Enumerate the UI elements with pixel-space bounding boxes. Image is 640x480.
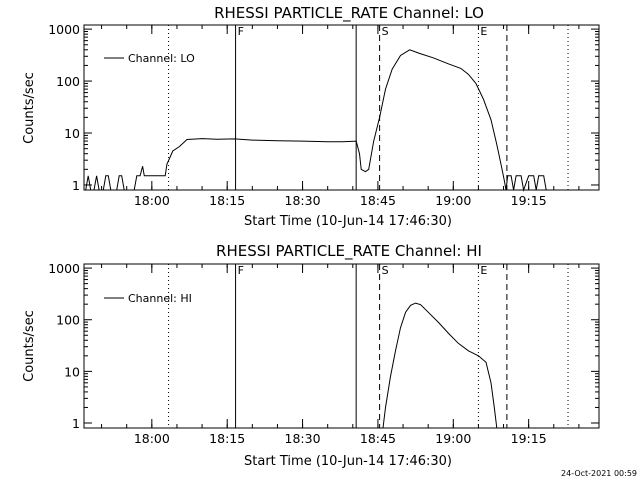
chart-panel-hi: RHESSI PARTICLE_RATE Channel: HI 1101001…: [22, 242, 600, 469]
marker-label: S: [382, 264, 389, 277]
x-axis-label: Start Time (10-Jun-14 17:46:30): [244, 454, 452, 469]
y-axis: 1 10 100 1000: [48, 22, 599, 193]
x-tick-label: 18:45: [360, 193, 396, 208]
x-axis: 18:00 18:15 18:30 18:45 19:00 19:15: [101, 264, 580, 446]
x-axis: 18:00 18:15 18:30 18:45 19:00 19:15: [101, 25, 580, 208]
x-tick-label: 18:15: [209, 431, 245, 446]
x-tick-label: 19:00: [435, 193, 471, 208]
y-tick-label: 1: [72, 178, 80, 193]
x-axis-label: Start Time (10-Jun-14 17:46:30): [244, 214, 452, 229]
x-tick-label: 18:45: [360, 431, 396, 446]
marker-label: E: [480, 264, 487, 277]
x-tick-label: 18:15: [209, 193, 245, 208]
x-tick-label: 19:15: [511, 193, 547, 208]
y-axis-label: Counts/sec: [22, 310, 37, 382]
x-tick-label: 18:00: [134, 431, 170, 446]
x-tick-label: 19:15: [511, 431, 547, 446]
y-tick-label: 1000: [48, 261, 80, 276]
marker-label: F: [238, 25, 244, 38]
marker-label: F: [238, 264, 244, 277]
x-tick-label: 18:30: [285, 193, 321, 208]
y-tick-label: 10: [64, 364, 80, 379]
x-tick-label: 18:00: [134, 193, 170, 208]
legend-label: Channel: HI: [128, 292, 192, 305]
series-line-hi: [382, 302, 498, 429]
y-axis-label: Counts/sec: [22, 72, 37, 144]
marker-label: S: [382, 25, 389, 38]
plot-frame: [83, 263, 600, 429]
y-tick-label: 1: [72, 416, 80, 431]
chart-panel-lo: RHESSI PARTICLE_RATE Channel: LO 1101001…: [22, 4, 600, 229]
series-line-lo: [85, 49, 547, 192]
plot-frame: [83, 24, 600, 191]
chart-title: RHESSI PARTICLE_RATE Channel: HI: [216, 242, 482, 261]
y-tick-label: 100: [56, 74, 80, 89]
x-tick-label: 19:00: [435, 431, 471, 446]
footer-timestamp: 24-Oct-2021 00:59: [561, 469, 637, 478]
x-tick-label: 18:30: [285, 431, 321, 446]
y-tick-label: 100: [56, 313, 80, 328]
y-axis: 1 10 100 1000: [48, 261, 599, 431]
chart-title: RHESSI PARTICLE_RATE Channel: LO: [214, 4, 484, 23]
legend-label: Channel: LO: [128, 52, 195, 65]
y-tick-label: 10: [64, 126, 80, 141]
marker-label: E: [480, 25, 487, 38]
y-tick-label: 1000: [48, 22, 80, 37]
